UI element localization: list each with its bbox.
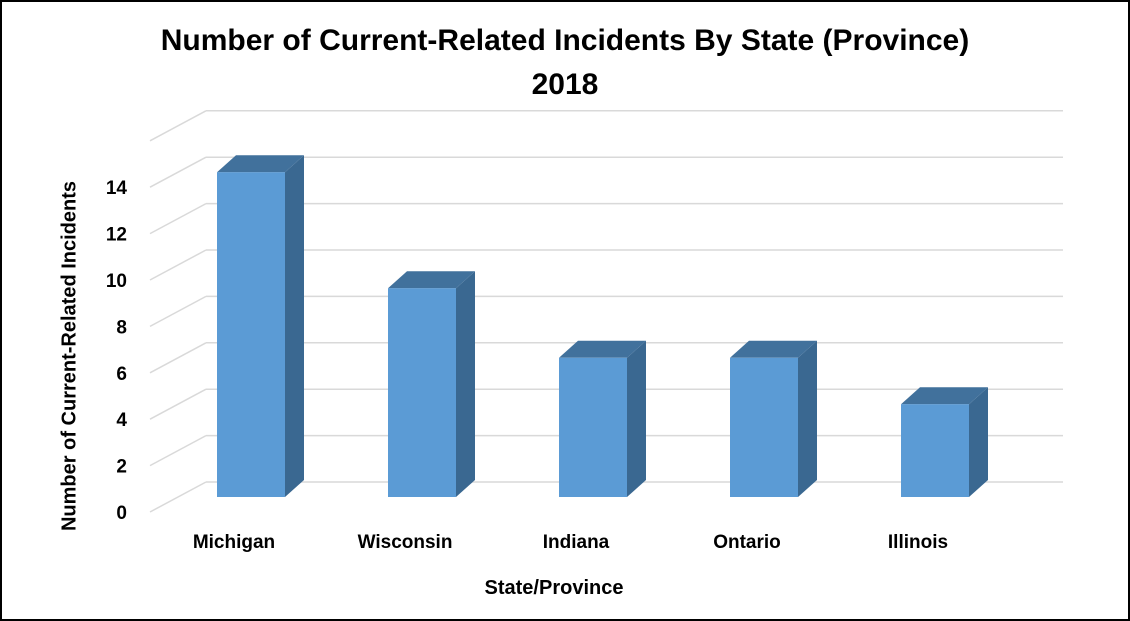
chart-title: Number of Current-Related Incidents By S… xyxy=(160,24,970,57)
y-tick-label: 0 xyxy=(116,503,127,524)
bar xyxy=(559,340,646,497)
y-tick-labels: 0 2 4 6 8 10 12 14 xyxy=(106,178,128,524)
y-tick-label: 2 xyxy=(116,457,127,478)
gridline xyxy=(149,295,1063,328)
x-tick-label: Indiana xyxy=(543,532,610,553)
y-tick-label: 14 xyxy=(106,178,128,199)
chart-subtitle-year: 2018 xyxy=(531,68,599,101)
x-tick-label: Ontario xyxy=(713,532,781,553)
gridline xyxy=(149,110,1063,142)
bar xyxy=(901,387,988,497)
y-tick-label: 6 xyxy=(116,364,127,385)
bar xyxy=(388,271,475,497)
x-tick-label: Michigan xyxy=(193,532,275,553)
x-axis-label: State/Province xyxy=(484,577,624,599)
y-axis-label: Number of Current-Related Incidents xyxy=(58,180,81,532)
bars xyxy=(217,155,988,497)
x-tick-label: Illinois xyxy=(888,532,948,553)
y-tick-label: 10 xyxy=(106,271,127,292)
bar xyxy=(217,155,304,497)
gridline xyxy=(149,156,1063,188)
bar xyxy=(730,340,817,497)
y-tick-label: 8 xyxy=(116,317,127,338)
y-tick-label: 12 xyxy=(106,225,127,246)
x-tick-labels: Michigan Wisconsin Indiana Ontario Illinois xyxy=(193,532,948,553)
gridline xyxy=(149,202,1063,235)
y-tick-label: 4 xyxy=(116,410,127,431)
x-tick-label: Wisconsin xyxy=(358,532,453,553)
gridline xyxy=(149,249,1063,281)
